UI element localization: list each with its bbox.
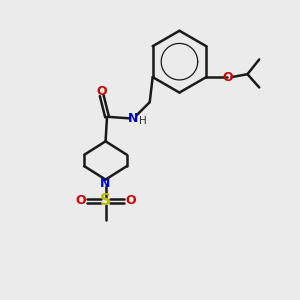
Text: S: S xyxy=(100,193,111,208)
Text: H: H xyxy=(139,116,147,126)
Text: O: O xyxy=(75,194,86,207)
Text: N: N xyxy=(128,112,139,125)
Text: O: O xyxy=(96,85,107,98)
Text: O: O xyxy=(126,194,136,207)
Text: N: N xyxy=(100,177,111,190)
Text: O: O xyxy=(222,70,233,84)
